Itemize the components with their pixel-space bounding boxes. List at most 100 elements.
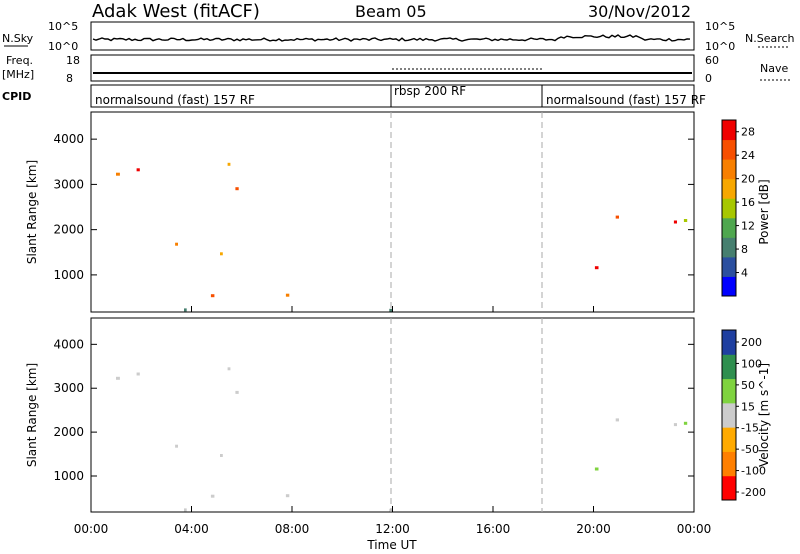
x-tick-label: 00:00 (677, 522, 712, 536)
x-tick-label: 08:00 (275, 522, 310, 536)
velocity-cell (175, 444, 178, 448)
power-panel-frame (90, 111, 695, 313)
beam-title: Beam 05 (355, 2, 427, 21)
velocity-colorbar-frame (721, 329, 737, 501)
velocity-ylabel: Slant Range [km] (25, 363, 39, 467)
power-colorbar-swatch (722, 217, 736, 238)
power-cell (235, 187, 239, 191)
noise-left-label: N.Sky (2, 32, 34, 45)
power-colorbar-swatch (722, 159, 736, 180)
velocity-colorbar-swatch (722, 354, 736, 380)
date-title: 30/Nov/2012 (588, 2, 691, 21)
x-tick-label: 04:00 (174, 522, 209, 536)
noise-trace (92, 34, 691, 42)
freq-panel-frame (90, 54, 695, 82)
power-colorbar-tick-label: 16 (741, 196, 755, 209)
noise-left-tick-bottom: 10^0 (48, 40, 78, 53)
y-tick-label: 3000 (53, 381, 84, 395)
power-cell (136, 168, 140, 172)
power-colorbar-tick-label: 24 (741, 149, 755, 162)
velocity-colorbar-tick-label: -100 (741, 465, 766, 478)
velocity-cell (285, 494, 290, 498)
velocity-colorbar-label: Velocity [m s^-1] (757, 363, 771, 467)
velocity-cell (594, 467, 599, 471)
power-colorbar-frame (721, 119, 737, 297)
y-tick-label: 2000 (53, 223, 84, 237)
power-cell (184, 308, 187, 312)
power-cell (227, 162, 231, 166)
power-cell (673, 220, 677, 224)
noise-panel-frame (90, 21, 695, 51)
x-ticks: 00:00 04:00 08:00 12:00 16:00 20:00 00:00 (74, 306, 712, 536)
y-tick-label: 2000 (53, 425, 84, 439)
velocity-cell (615, 418, 619, 422)
y-tick-label: 4000 (53, 132, 84, 146)
noise-left-tick-top: 10^5 (48, 20, 78, 33)
x-tick-label: 16:00 (476, 522, 511, 536)
velocity-colorbar-swatch (722, 475, 736, 501)
velocity-colorbar-tick-label: 200 (741, 336, 762, 349)
power-cell (615, 215, 619, 219)
velocity-cell (673, 423, 677, 427)
cpid-segment-2: rbsp 200 RF (394, 84, 466, 98)
velocity-colorbar-tick-label: -15 (741, 422, 759, 435)
y-tick-label: 3000 (53, 177, 84, 191)
velocity-scatter-cells (116, 367, 688, 512)
velocity-colorbar-swatch (722, 330, 736, 355)
velocity-cell (210, 494, 215, 498)
power-colorbar-swatch (722, 178, 736, 199)
cpid-panel-frame (90, 84, 695, 108)
power-y-ticks: 1000 2000 3000 4000 (53, 132, 694, 282)
velocity-colorbar-tick-label: 100 (741, 357, 762, 370)
noise-right-tick-bottom: 10^0 (705, 40, 735, 53)
velocity-colorbar-tick-label: -200 (741, 486, 766, 499)
y-tick-label: 4000 (53, 337, 84, 351)
power-colorbar-swatch (722, 276, 736, 297)
cpid-segment-3: normalsound (fast) 157 RF (546, 93, 706, 107)
power-colorbar: 4 8 12 16 20 24 28 (721, 119, 755, 297)
power-ylabel: Slant Range [km] (25, 160, 39, 264)
power-cell (285, 293, 290, 297)
noise-right-label: N.Search (745, 32, 795, 45)
power-colorbar-tick-label: 12 (741, 220, 755, 233)
velocity-colorbar-swatch (722, 451, 736, 477)
x-tick-label: 20:00 (576, 522, 611, 536)
power-cell (594, 266, 599, 270)
power-scatter-cells (116, 162, 688, 312)
power-colorbar-tick-label: 20 (741, 173, 755, 186)
velocity-y-ticks: 1000 2000 3000 4000 (53, 337, 694, 483)
power-cell (175, 242, 178, 246)
freq-label-2: [MHz] (2, 68, 34, 81)
nave-tick-top: 60 (705, 54, 719, 67)
power-colorbar-swatch (722, 256, 736, 277)
cpid-label: CPID (2, 90, 31, 103)
velocity-cell (116, 376, 120, 380)
velocity-colorbar-swatch (722, 378, 736, 404)
velocity-cell (683, 421, 688, 425)
nave-tick-bottom: 0 (705, 72, 712, 85)
power-colorbar-swatch (722, 139, 736, 160)
freq-tick-top: 18 (66, 54, 80, 67)
power-colorbar-label: Power [dB] (757, 179, 771, 244)
noise-right-tick-top: 10^5 (705, 20, 735, 33)
x-tick-label: 12:00 (375, 522, 410, 536)
station-title: Adak West (fitACF) (92, 1, 260, 22)
power-cell (220, 252, 223, 256)
noise-line (92, 34, 691, 42)
y-tick-label: 1000 (53, 469, 84, 483)
power-cell (683, 219, 688, 222)
velocity-colorbar-tick-label: 15 (741, 400, 755, 413)
power-colorbar-swatch (722, 237, 736, 258)
velocity-colorbar-tick-label: -50 (741, 443, 759, 456)
velocity-cell (235, 390, 239, 394)
velocity-colorbar-swatch (722, 402, 736, 428)
velocity-cell (136, 372, 140, 376)
power-colorbar-swatch (722, 198, 736, 219)
cpid-segment-1: normalsound (fast) 157 RF (95, 93, 255, 107)
nave-label: Nave (760, 62, 788, 75)
power-colorbar-tick-label: 4 (741, 267, 748, 280)
power-colorbar-swatch (722, 120, 736, 141)
velocity-cell (220, 454, 223, 457)
